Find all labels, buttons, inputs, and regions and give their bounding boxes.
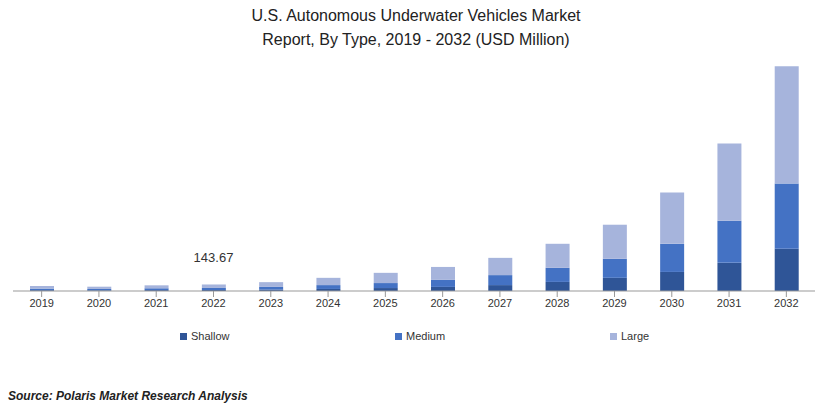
svg-text:2029: 2029 (602, 297, 626, 309)
html-text:Source: Polaris Market Researc: Source: Polaris Market Research Analysis (8, 389, 248, 403)
html-text:Shallow: Shallow (191, 330, 230, 342)
html-text:Large: Large (621, 330, 650, 342)
svg-text:2020: 2020 (87, 297, 111, 309)
svg-text:2022: 2022 (201, 297, 225, 309)
svg-text:143.67: 143.67 (194, 250, 234, 265)
svg-text:2025: 2025 (373, 297, 397, 309)
svg-text:2021: 2021 (144, 297, 168, 309)
svg-text:2024: 2024 (316, 297, 340, 309)
svg-text:2019: 2019 (29, 297, 53, 309)
svg-text:2031: 2031 (717, 297, 741, 309)
html-text:U.S. Autonomous Underwater Veh: U.S. Autonomous Underwater Vehicles Mark… (251, 7, 581, 48)
html-text:Medium: Medium (406, 330, 446, 342)
svg-text:2030: 2030 (660, 297, 684, 309)
svg-text:2032: 2032 (774, 297, 798, 309)
svg-text:2027: 2027 (488, 297, 512, 309)
svg-text:2028: 2028 (545, 297, 569, 309)
svg-text:2026: 2026 (430, 297, 454, 309)
svg-text:2023: 2023 (259, 297, 283, 309)
